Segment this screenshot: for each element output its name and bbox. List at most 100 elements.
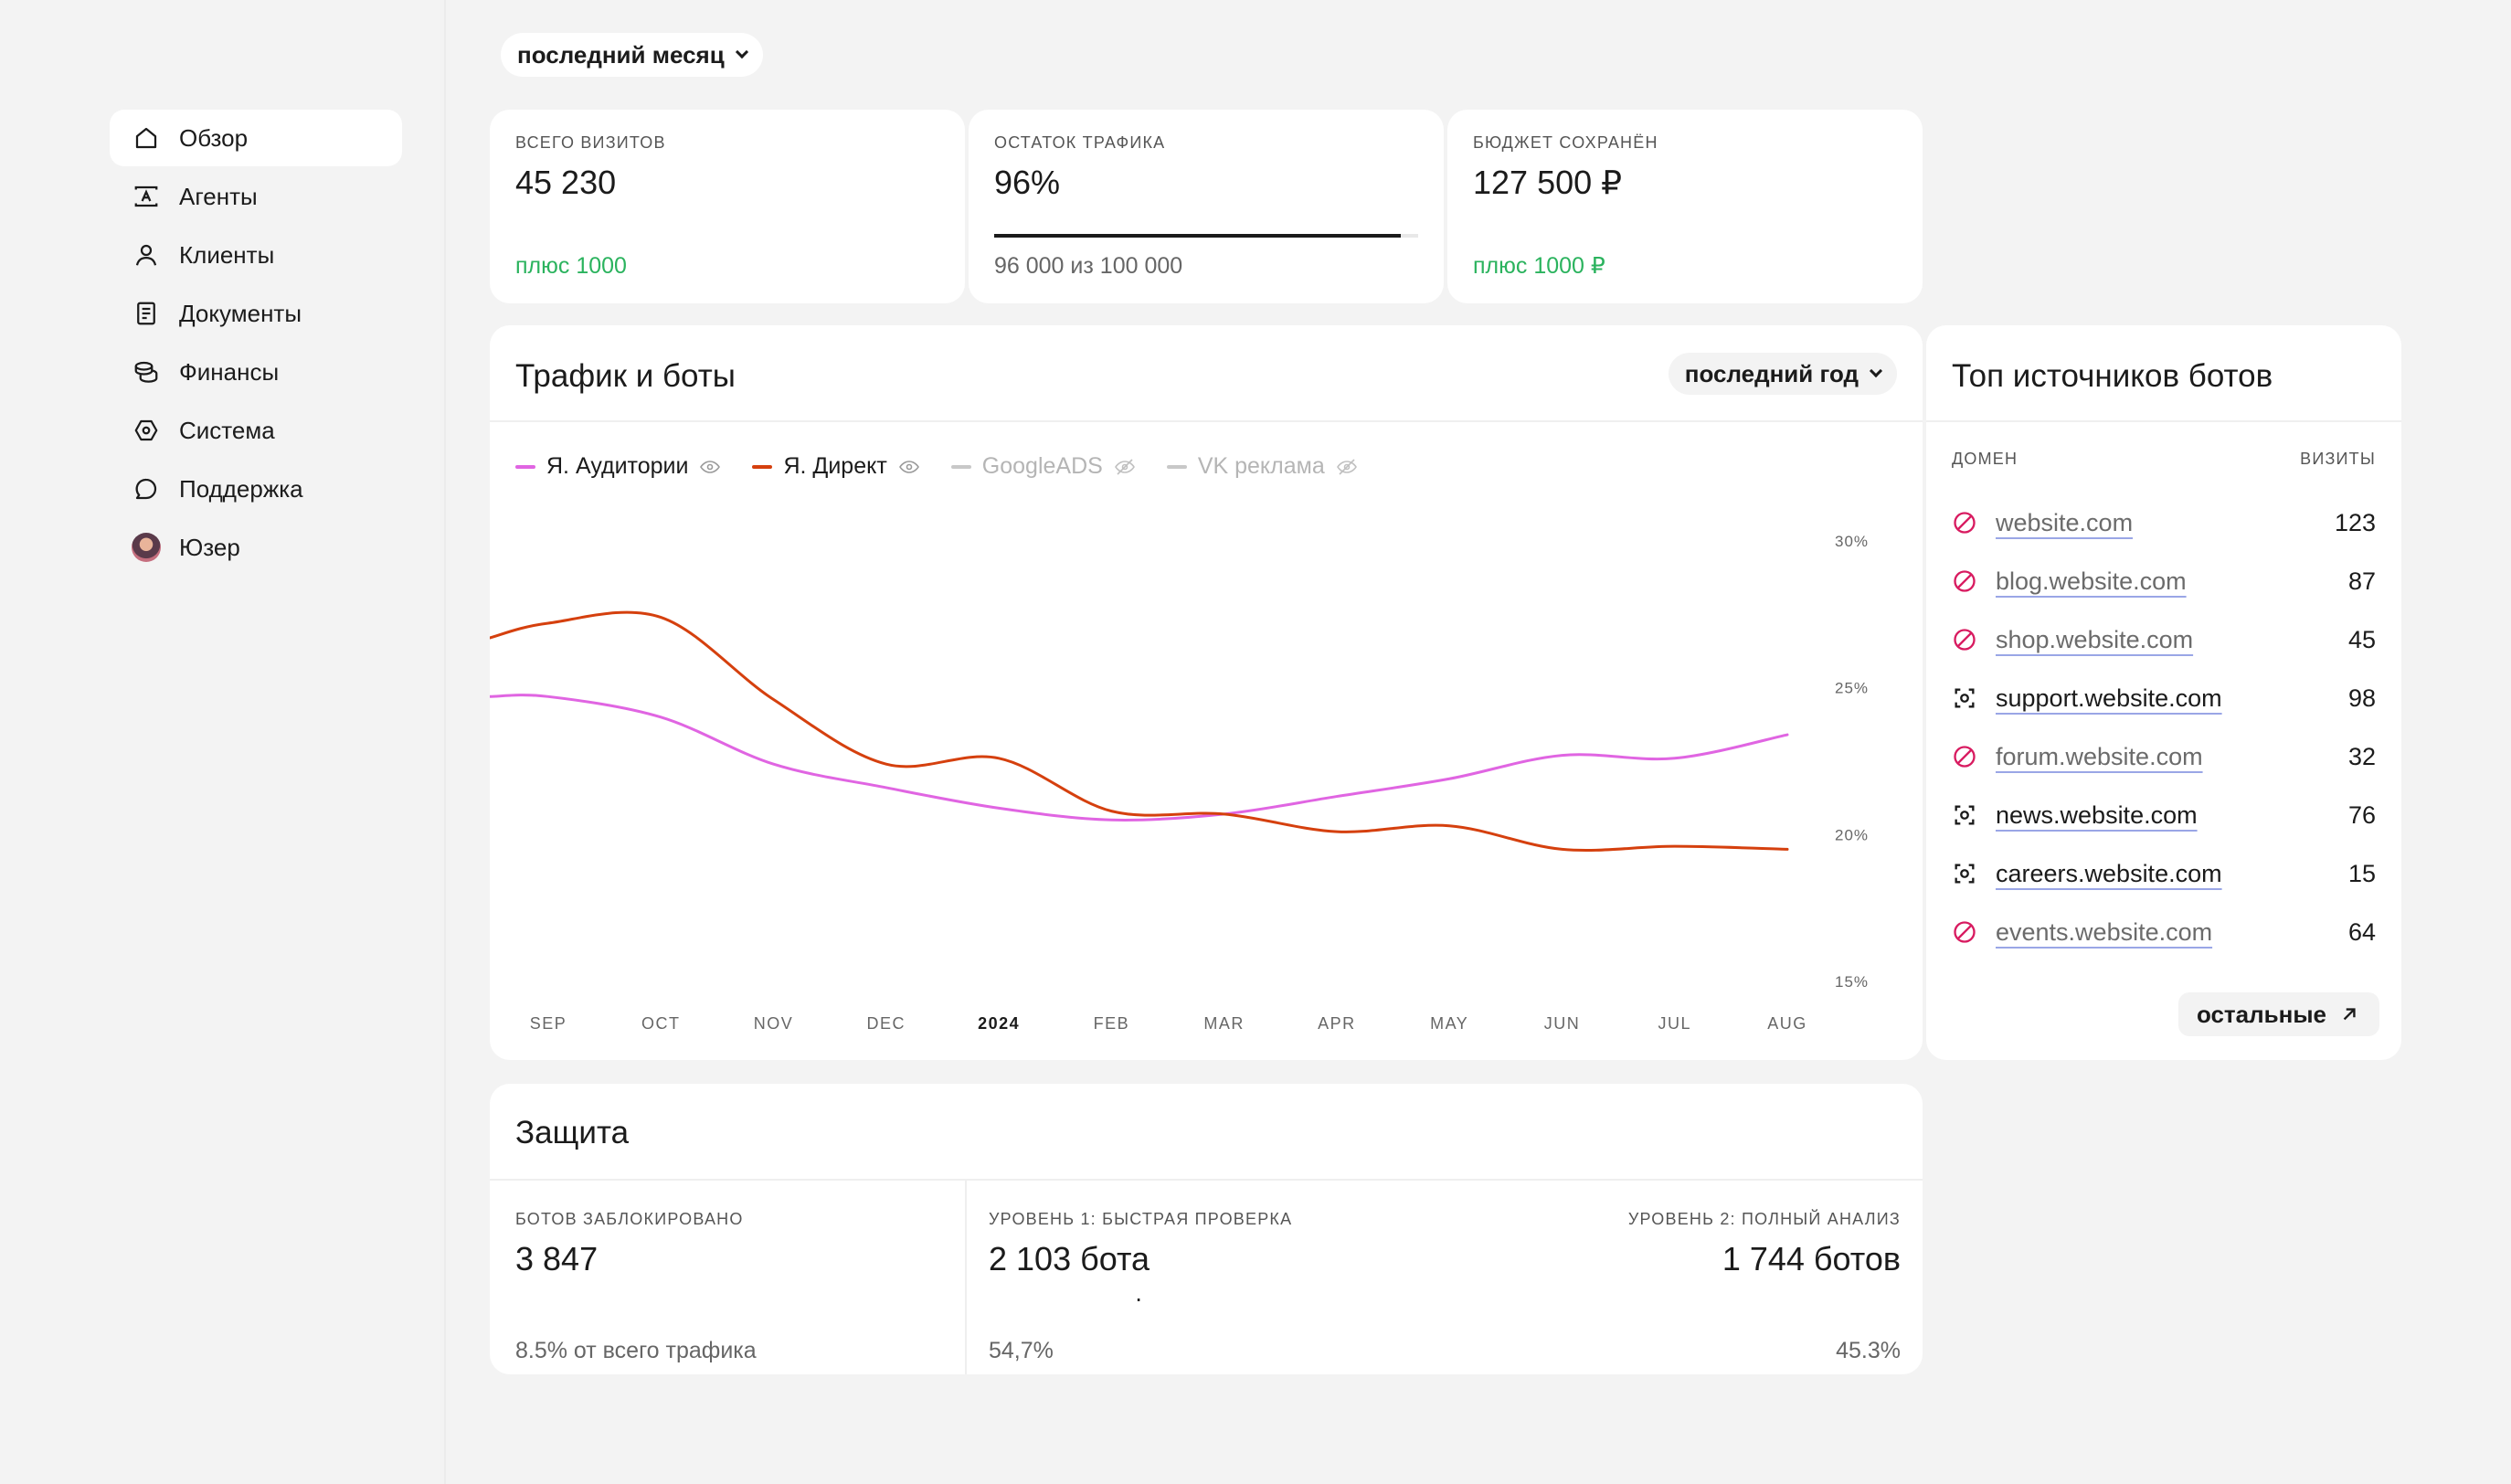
bot-source-row: events.website.com 64 bbox=[1952, 903, 2376, 961]
bot-visits-count: 45 bbox=[2347, 625, 2376, 653]
sidebar-nav: Обзор Агенты Клиенты Документы Финансы bbox=[110, 110, 402, 578]
level2-value: 1 744 ботов bbox=[1722, 1240, 1901, 1277]
legend-item-audiences[interactable]: Я. Аудитории bbox=[515, 453, 721, 480]
divider-vertical bbox=[965, 1181, 967, 1374]
system-icon bbox=[130, 414, 163, 447]
legend-item-googleads[interactable]: GoogleADS bbox=[950, 453, 1136, 480]
blocked-foot: 8.5% от всего трафика bbox=[515, 1338, 757, 1363]
divider bbox=[1926, 420, 2401, 422]
protection-card: Защита БОТОВ ЗАБЛОКИРОВАНО 3 847 8.5% от… bbox=[490, 1084, 1923, 1374]
blocked-icon bbox=[1954, 629, 1976, 651]
x-tick-label: SEP bbox=[530, 1014, 567, 1033]
avatar bbox=[132, 533, 161, 562]
bot-visits-count: 15 bbox=[2347, 859, 2376, 887]
sidebar-item-finance[interactable]: Финансы bbox=[110, 344, 402, 400]
x-tick-label: FEB bbox=[1094, 1014, 1130, 1033]
x-tick-label: 2024 bbox=[978, 1014, 1020, 1033]
bot-sources-card: Топ источников ботов ДОМЕН ВИЗИТЫ websit… bbox=[1926, 325, 2401, 1060]
sidebar-item-label: Система bbox=[179, 416, 275, 444]
blocked-block: БОТОВ ЗАБЛОКИРОВАНО 3 847 bbox=[515, 1210, 744, 1278]
coins-icon bbox=[130, 355, 163, 388]
show-rest-button[interactable]: остальные bbox=[2177, 992, 2379, 1036]
bot-domain-link[interactable]: support.website.com bbox=[1996, 684, 2222, 712]
chart-legend: Я. Аудитории Я. Директ GoogleADS VK рекл… bbox=[515, 453, 1358, 480]
eye-icon bbox=[898, 460, 919, 473]
legend-swatch bbox=[1166, 464, 1187, 469]
bot-source-row: news.website.com 76 bbox=[1952, 786, 2376, 844]
document-icon bbox=[130, 297, 163, 330]
bot-domain-link[interactable]: website.com bbox=[1996, 508, 2134, 536]
sidebar-item-user[interactable]: Юзер bbox=[110, 519, 402, 576]
chart-period-label: последний год bbox=[1684, 359, 1859, 387]
legend-item-vk[interactable]: VK реклама bbox=[1166, 453, 1358, 480]
scan-icon bbox=[1955, 805, 1975, 825]
legend-swatch bbox=[950, 464, 971, 469]
sidebar-item-label: Юзер bbox=[179, 533, 240, 561]
bot-sources-title: Топ источников ботов bbox=[1952, 358, 2273, 394]
chart-period-dropdown[interactable]: последний год bbox=[1668, 353, 1897, 395]
sidebar-item-label: Агенты bbox=[179, 182, 258, 210]
kpi-value: 127 500 ₽ bbox=[1473, 164, 1623, 201]
sidebar-item-documents[interactable]: Документы bbox=[110, 285, 402, 342]
sidebar-item-overview[interactable]: Обзор bbox=[110, 110, 402, 166]
legend-item-direct[interactable]: Я. Директ bbox=[752, 453, 919, 480]
blocked-icon bbox=[1954, 921, 1976, 943]
traffic-chart-card: Трафик и боты последний год 15% 20% 25% 30%… bbox=[490, 325, 1923, 1060]
kpi-delta: плюс 1000 ₽ bbox=[1473, 253, 1605, 279]
avatar-wrap bbox=[130, 531, 163, 564]
protection-title: Защита bbox=[515, 1115, 630, 1150]
bot-domain-link[interactable]: news.website.com bbox=[1996, 800, 2198, 829]
legend-label: VK реклама bbox=[1197, 453, 1325, 479]
bot-source-row: support.website.com 98 bbox=[1952, 669, 2376, 727]
kpi-label: ОСТАТОК ТРАФИКА bbox=[994, 133, 1166, 152]
bot-domain-link[interactable]: blog.website.com bbox=[1996, 567, 2187, 595]
sidebar-item-label: Обзор bbox=[179, 123, 249, 152]
x-tick-label: AUG bbox=[1767, 1014, 1807, 1033]
sidebar-item-system[interactable]: Система bbox=[110, 402, 402, 459]
sidebar: Обзор Агенты Клиенты Документы Финансы bbox=[0, 0, 446, 1484]
bot-domain-link[interactable]: careers.website.com bbox=[1996, 859, 2222, 887]
kpi-card-traffic: ОСТАТОК ТРАФИКА 96% 96 000 из 100 000 bbox=[969, 110, 1444, 303]
bot-domain-link[interactable]: shop.website.com bbox=[1996, 625, 2194, 653]
sidebar-item-clients[interactable]: Клиенты bbox=[110, 227, 402, 283]
bot-source-row: careers.website.com 15 bbox=[1952, 844, 2376, 903]
kpi-card-visits: ВСЕГО ВИЗИТОВ 45 230 плюс 1000 bbox=[490, 110, 965, 303]
kpi-card-budget: БЮДЖЕТ СОХРАНЁН 127 500 ₽ плюс 1000 ₽ bbox=[1447, 110, 1923, 303]
divider bbox=[490, 1179, 1923, 1181]
level1-block: УРОВЕНЬ 1: БЫСТРАЯ ПРОВЕРКА 2 103 бота bbox=[989, 1210, 1292, 1278]
bot-source-row: shop.website.com 45 bbox=[1952, 610, 2376, 669]
bot-source-row: website.com 123 bbox=[1952, 493, 2376, 552]
arrow-up-right-icon bbox=[2343, 1008, 2356, 1021]
kpi-label: ВСЕГО ВИЗИТОВ bbox=[515, 133, 666, 152]
kpi-label: БЮДЖЕТ СОХРАНЁН bbox=[1473, 133, 1658, 152]
period-dropdown[interactable]: последний месяц bbox=[501, 33, 763, 77]
y-tick-label: 25% bbox=[1835, 680, 1869, 697]
eye-off-icon bbox=[1336, 458, 1357, 475]
blocked-icon bbox=[1954, 746, 1976, 768]
bot-visits-count: 87 bbox=[2347, 567, 2376, 595]
bot-domain-link[interactable]: forum.website.com bbox=[1996, 742, 2203, 770]
x-tick-label: DEC bbox=[867, 1014, 906, 1033]
bot-domain-link[interactable]: events.website.com bbox=[1996, 917, 2213, 946]
bot-sources-list: website.com 123 blog.website.com 87 shop.web… bbox=[1952, 493, 2376, 961]
series-line-audiences bbox=[490, 694, 1789, 822]
legend-swatch bbox=[515, 464, 535, 469]
level1-percent: 54,7% bbox=[989, 1338, 1054, 1363]
traffic-progress-bar bbox=[994, 234, 1418, 238]
level1-value: 2 103 бота bbox=[989, 1240, 1150, 1277]
traffic-progress-fill bbox=[994, 234, 1402, 238]
sidebar-item-agents[interactable]: Агенты bbox=[110, 168, 402, 225]
legend-label: Я. Аудитории bbox=[546, 453, 689, 479]
level1-label: УРОВЕНЬ 1: БЫСТРАЯ ПРОВЕРКА bbox=[989, 1210, 1293, 1228]
sidebar-item-label: Финансы bbox=[179, 357, 280, 386]
scan-icon bbox=[1955, 688, 1975, 708]
sidebar-item-label: Поддержка bbox=[179, 474, 303, 503]
kpi-value: 45 230 bbox=[515, 164, 617, 201]
kpi-delta: плюс 1000 bbox=[515, 253, 627, 279]
agent-icon bbox=[130, 180, 163, 213]
scan-icon bbox=[1955, 864, 1975, 884]
x-tick-label: MAR bbox=[1203, 1014, 1245, 1033]
bot-visits-count: 98 bbox=[2347, 684, 2376, 712]
x-tick-label: APR bbox=[1318, 1014, 1356, 1033]
sidebar-item-support[interactable]: Поддержка bbox=[110, 461, 402, 517]
